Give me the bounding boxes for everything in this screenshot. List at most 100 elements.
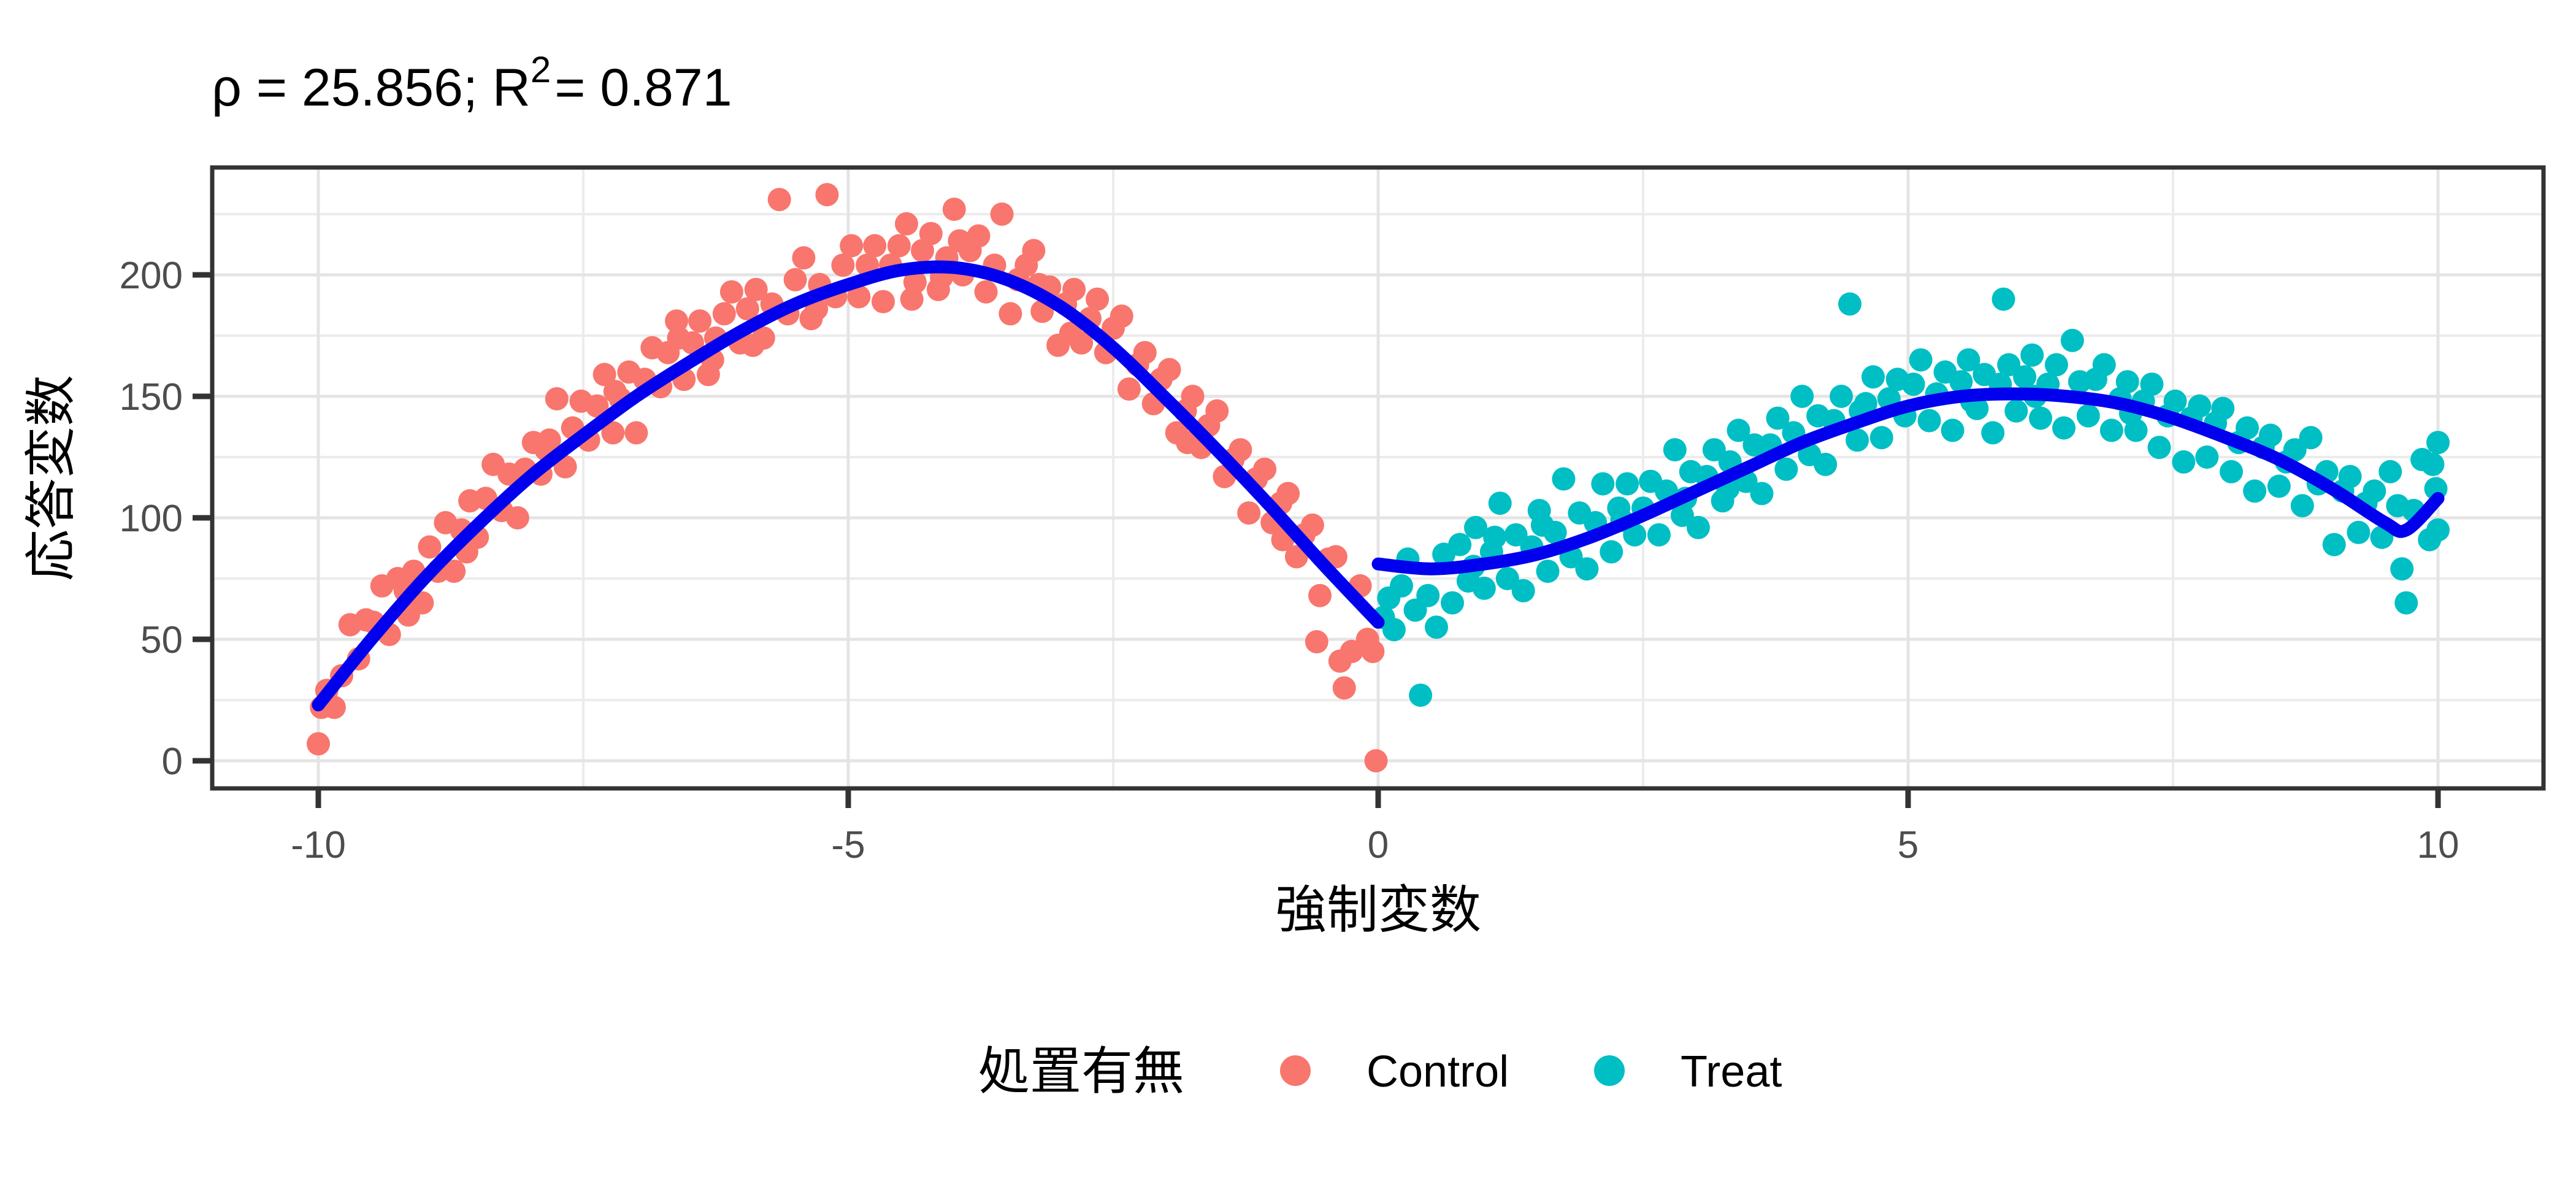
data-point-treat [1742,433,1766,457]
data-point-treat [1416,583,1440,607]
data-point-treat [1616,472,1639,496]
data-point-treat [2052,416,2076,440]
fit-line-loess-control [312,260,1385,712]
data-point-control [537,428,561,452]
data-point-control [1361,639,1385,663]
data-point-treat [1504,523,1528,547]
axis-ticks [193,272,2441,808]
data-point-treat [1702,438,1726,462]
data-point-treat [1957,348,1980,372]
data-point-treat [2236,416,2259,440]
data-point-control [1022,239,1046,263]
data-point-control [1205,399,1229,423]
data-point-treat [2172,450,2196,474]
data-point-treat [1448,533,1472,556]
data-point-treat [2140,372,2164,396]
data-point-control [974,280,998,304]
data-point-control [872,290,895,314]
data-point-control [887,234,911,258]
data-point-control [418,535,442,559]
data-point-treat [2013,365,2037,389]
data-point-control [847,285,871,309]
y-tick-label: 0 [162,741,183,783]
data-point-control [903,270,927,294]
data-point-control [1308,583,1332,607]
data-point-control [1133,341,1157,364]
data-point-control [815,183,839,207]
data-point-treat [2124,418,2148,442]
data-point-treat [2338,464,2362,488]
data-point-treat [2115,370,2139,394]
data-point-treat [1647,523,1671,547]
data-point-treat [2322,533,2346,556]
data-point-control [1229,438,1252,462]
data-point-treat [1488,491,1512,515]
data-point-control [505,506,529,529]
data-point-treat [1853,391,1877,415]
data-point-treat [1861,365,1885,389]
data-point-treat [1543,520,1567,544]
data-point-treat [2259,423,2282,447]
data-point-treat [2426,431,2450,455]
data-point-treat [2390,557,2414,581]
data-point-treat [2076,404,2100,428]
data-point-control [783,268,807,291]
data-point-control [840,234,864,258]
data-point-treat [1472,576,1496,600]
data-point-treat [2060,328,2084,352]
legend-item-treat: Treat [1594,1047,1782,1096]
data-point-treat [1495,567,1519,590]
data-point-treat [1686,515,1710,539]
data-point-control [624,421,648,445]
data-point-treat [1941,418,1965,442]
data-point-control [1157,358,1181,382]
data-point-control [1086,287,1110,311]
data-point-treat [2029,406,2052,430]
data-point-control [410,591,434,615]
data-point-treat [2188,394,2212,418]
data-point-control [831,253,855,277]
data-point-control [999,302,1022,326]
data-point-treat [2299,426,2323,450]
x-tick-label: -5 [831,824,865,866]
data-point-control [719,280,743,304]
y-tick-label: 50 [140,619,183,661]
data-point-control [863,234,887,258]
loess-fit-lines [312,260,2445,712]
data-point-treat [1425,615,1448,639]
data-point-control [1237,501,1261,525]
data-point-treat [1727,418,1750,442]
data-point-treat [2426,518,2450,542]
data-point-control [942,198,966,221]
data-point-treat [1838,292,1861,316]
data-point-control [1070,331,1094,355]
data-point-control [585,394,609,418]
data-point-control [1181,385,1205,408]
data-point-treat [1909,348,1933,372]
data-point-treat [1750,482,1774,506]
data-point-treat [2363,479,2386,503]
data-point-control [712,302,736,326]
data-point-control [919,221,943,245]
plot-title: ρ = 25.856; R2= 0.871 [212,49,732,117]
data-point-treat [1766,406,1790,430]
data-point-control [735,297,759,321]
data-point-treat [2283,438,2307,462]
data-point-treat [2290,494,2314,518]
x-tick-label: 5 [1898,824,1919,866]
data-point-treat [1814,452,1838,476]
data-point-control [990,202,1014,226]
data-point-treat [1965,396,1989,420]
data-point-treat [2099,418,2123,442]
data-point-control [681,331,704,355]
data-point-control [1253,457,1277,481]
data-point-treat [2267,474,2291,498]
x-tick-label: 0 [1368,824,1389,866]
data-point-control [1300,513,1324,537]
data-point-treat [1511,579,1535,602]
x-axis-title: 強制変数 [1275,881,1481,939]
data-point-control [1062,277,1086,301]
